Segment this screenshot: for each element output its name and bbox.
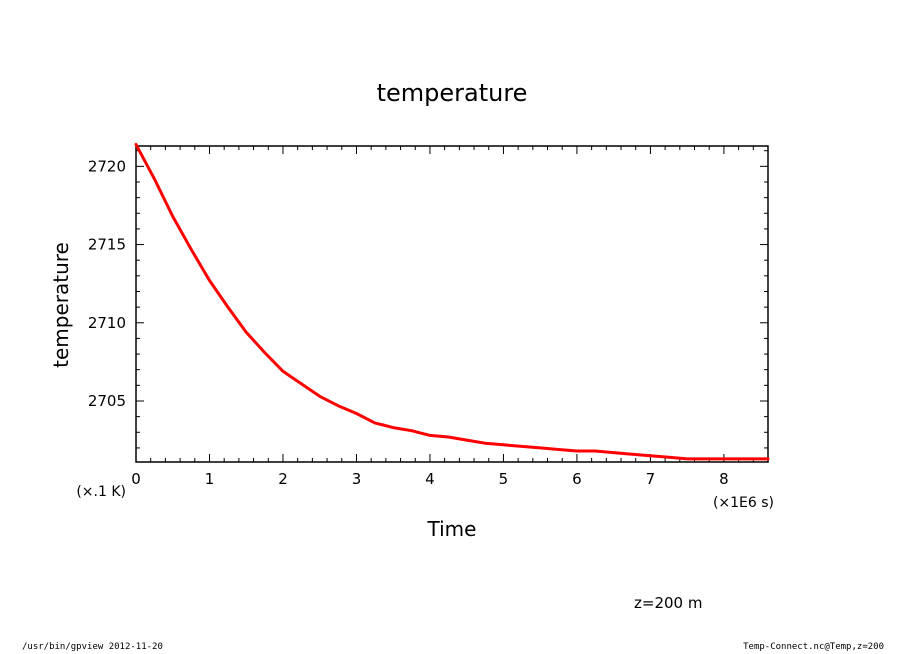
x-axis-unit: (×1E6 s)	[713, 495, 774, 511]
y-tick-label: 2705	[88, 392, 126, 410]
x-tick-label: 4	[425, 470, 435, 488]
footer-right: Temp-Connect.nc@Temp,z=200	[743, 642, 884, 652]
y-tick-label: 2720	[88, 157, 126, 175]
x-tick-label: 1	[205, 470, 215, 488]
x-axis-label: Time	[427, 517, 477, 541]
x-axis: 0 1 2 3 4 5 6 7 8	[131, 146, 769, 488]
y-axis-label: temperature	[49, 242, 73, 368]
y-tick-label: 2710	[88, 314, 126, 332]
x-tick-label: 8	[719, 470, 729, 488]
plot-border	[135, 145, 769, 463]
x-tick-label: 6	[572, 470, 582, 488]
x-tick-label: 5	[499, 470, 509, 488]
footer-left: /usr/bin/gpview 2012-11-20	[22, 642, 163, 652]
y-axis-unit: (×.1 K)	[76, 484, 126, 500]
y-axis: 2705 2710 2715 2720	[88, 150, 768, 449]
x-tick-label: 2	[278, 470, 288, 488]
plot-frame	[135, 145, 769, 463]
chart-title: temperature	[377, 79, 528, 107]
x-tick-label: 0	[131, 470, 141, 488]
x-tick-label: 3	[352, 470, 362, 488]
series-group	[134, 142, 770, 461]
series-line	[134, 142, 770, 461]
y-tick-label: 2715	[88, 236, 126, 254]
x-tick-label: 7	[646, 470, 656, 488]
level-annotation: z=200 m	[634, 594, 703, 612]
